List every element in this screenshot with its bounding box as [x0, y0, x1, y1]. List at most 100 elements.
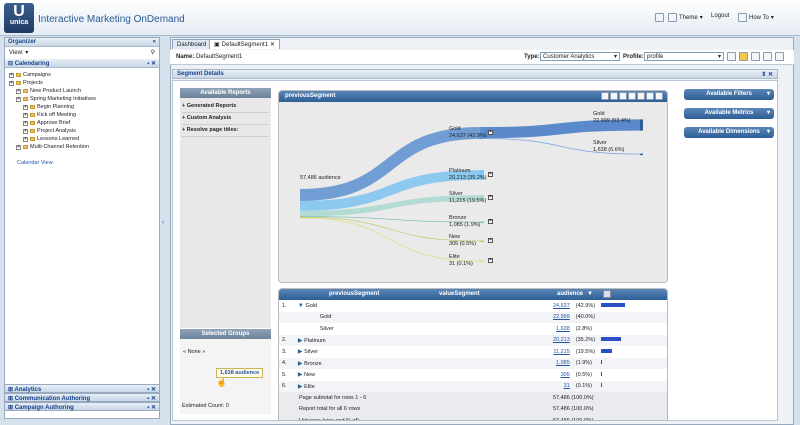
panel-controls[interactable]: ⇕ ✕ — [761, 72, 773, 78]
node-label[interactable]: Gold 24,637 (42.9%) — [449, 126, 487, 139]
chart-view-icon[interactable] — [739, 52, 748, 61]
flow-gold[interactable] — [299, 126, 481, 202]
tool-icon[interactable] — [637, 92, 645, 100]
organizer-section[interactable]: ⊞ Campaign Authoring ▪ ✕ — [4, 402, 160, 411]
search-icon[interactable]: ⚲ — [150, 50, 155, 56]
expand-icon[interactable]: + — [23, 103, 28, 110]
tool-icon[interactable] — [628, 92, 636, 100]
tree-item[interactable]: + Lessons Learned — [23, 135, 80, 142]
audience-value[interactable]: 31 — [549, 380, 573, 392]
expand-node-icon[interactable]: + — [488, 129, 493, 135]
section-controls[interactable]: ▪ ✕ — [147, 387, 156, 393]
expand-row-icon[interactable]: ▶ — [297, 383, 305, 390]
logout-link[interactable]: Logout — [711, 13, 730, 19]
child-node-label[interactable]: Gold 22,999 (93.4%) — [593, 111, 631, 124]
tool-icon[interactable] — [610, 92, 618, 100]
report-item[interactable]: + Generated Reports — [182, 101, 269, 113]
expand-node-icon[interactable]: + — [488, 171, 493, 177]
collapse-row-icon[interactable]: ▼ — [297, 302, 306, 309]
flow-elite[interactable] — [299, 217, 481, 262]
col-header-valuesegment[interactable]: valueSegment — [439, 291, 480, 297]
report-item[interactable]: + Resolve page titles: — [182, 125, 269, 137]
expand-icon[interactable]: + — [23, 127, 28, 134]
audience-value[interactable]: 1,638 — [556, 325, 570, 332]
table-row[interactable]: 3. ▶ Silver 11,215 (19.5%) — [279, 346, 667, 358]
col-header-audience[interactable]: audience — [557, 291, 584, 297]
expand-icon[interactable]: + — [23, 135, 28, 142]
expand-row-icon[interactable]: ▶ — [297, 372, 305, 379]
flow-platinum[interactable] — [299, 170, 481, 211]
node-label[interactable]: Bronze 1,085 (1.9%) — [449, 215, 481, 228]
howto-menu[interactable]: How To ▾ — [738, 13, 774, 22]
tree-item[interactable]: + Projects — [9, 79, 43, 86]
tool-icon[interactable] — [655, 92, 663, 100]
delete-icon[interactable] — [775, 52, 784, 61]
flow-child-gold[interactable] — [483, 119, 641, 139]
section-controls[interactable]: ▪ ✕ — [147, 405, 156, 411]
tab-defaultsegment1[interactable]: ▣ DefaultSegment1 ✕ — [209, 39, 281, 49]
expand-icon[interactable]: + — [23, 119, 28, 126]
expand-icon[interactable]: + — [16, 87, 21, 94]
table-row[interactable]: 6. ▶ Elite 31 (0.1%) — [279, 380, 667, 392]
flow-bronze[interactable] — [299, 216, 481, 223]
tree-item[interactable]: + Begin Planning — [23, 103, 75, 110]
expand-node-icon[interactable]: + — [488, 218, 493, 224]
table-row[interactable]: 2. ▶ Platinum 20,213 (35.2%) — [279, 334, 667, 346]
expand-icon[interactable]: + — [23, 111, 28, 118]
view-icon[interactable] — [727, 52, 736, 61]
tool-icon[interactable] — [646, 92, 654, 100]
table-row[interactable]: Gold 22,999 (40.0%) — [279, 311, 667, 323]
save-as-icon[interactable] — [763, 52, 772, 61]
sort-icon[interactable]: ▼ — [587, 291, 593, 297]
expand-row-icon[interactable]: ▶ — [297, 360, 305, 367]
tree-item[interactable]: + Kick off Meeting — [23, 111, 77, 118]
close-icon[interactable]: ✕ — [270, 42, 276, 48]
flow-silver[interactable] — [299, 195, 481, 217]
expand-icon[interactable]: + — [9, 71, 14, 78]
audience-value[interactable]: 20,213 — [549, 334, 573, 346]
flow-child-silver[interactable] — [483, 138, 641, 155]
right-panel-header[interactable]: Available Filters ▾ — [684, 89, 774, 100]
organizer-section[interactable]: ⊞ Communication Authoring ▪ ✕ — [4, 393, 160, 402]
tree-item[interactable]: + Project Analysis — [23, 127, 76, 134]
audience-value[interactable]: 305 — [560, 371, 570, 378]
node-label[interactable]: New 305 (0.5%) — [449, 234, 476, 247]
section-controls[interactable]: ▪ ✕ — [147, 61, 156, 67]
report-item[interactable]: + Custom Analysis — [182, 113, 269, 125]
calendaring-header[interactable]: ⊟ Calendaring ▪ ✕ — [5, 59, 159, 68]
expand-row-icon[interactable]: ▶ — [297, 337, 305, 344]
right-panel-header[interactable]: Available Dimensions ▾ — [684, 127, 774, 138]
audience-value[interactable]: 11,215 — [553, 348, 570, 355]
expand-icon[interactable]: + — [16, 143, 21, 150]
tree-item[interactable]: + Multi-Channel Retention — [16, 143, 90, 150]
expand-icon[interactable]: + — [9, 79, 14, 86]
chart-toggle-icon[interactable] — [603, 290, 611, 298]
audience-value[interactable]: 24,637 — [552, 302, 570, 309]
theme-menu[interactable]: Theme ▾ — [668, 13, 703, 22]
node-label[interactable]: Platinum 20,213 (35.2%) — [449, 168, 487, 181]
audience-value[interactable]: 22,999 — [549, 311, 573, 323]
table-row[interactable]: Silver 1,638 (2.8%) — [279, 323, 667, 335]
table-row[interactable]: 4. ▶ Bronze 1,085 (1.9%) — [279, 357, 667, 369]
expand-row-icon[interactable]: ▶ — [297, 349, 305, 356]
monitor-button[interactable] — [655, 13, 664, 22]
tab-dashboard[interactable]: Dashboard — [172, 39, 212, 49]
calendar-view-link[interactable]: Calendar View — [17, 160, 53, 166]
view-dropdown[interactable]: View: ▾ — [9, 50, 29, 56]
child-node-label[interactable]: Silver 1,638 (6.6%) — [593, 140, 625, 153]
expand-icon[interactable]: + — [16, 95, 21, 102]
node-label[interactable]: Silver 11,215 (19.5%) — [449, 191, 487, 204]
node-label[interactable]: Elite 31 (0.1%) — [449, 254, 473, 267]
flow-new[interactable] — [299, 216, 481, 242]
save-icon[interactable] — [751, 52, 760, 61]
splitter-handle[interactable]: ‹ — [162, 220, 164, 226]
tool-icon[interactable] — [601, 92, 609, 100]
right-panel-header[interactable]: Available Metrics ▾ — [684, 108, 774, 119]
profile-select[interactable]: profile ▾ — [644, 52, 724, 61]
table-row[interactable]: 5. ▶ New 305 (0.5%) — [279, 369, 667, 381]
col-header-previoussegment[interactable]: previousSegment — [329, 291, 380, 297]
organizer-section[interactable]: ⊞ Analytics ▪ ✕ — [4, 384, 160, 393]
tree-item[interactable]: + Spring Marketing Initiatives — [16, 95, 97, 102]
expand-node-icon[interactable]: + — [488, 257, 493, 263]
tree-item[interactable]: + Campaigns — [9, 71, 51, 78]
